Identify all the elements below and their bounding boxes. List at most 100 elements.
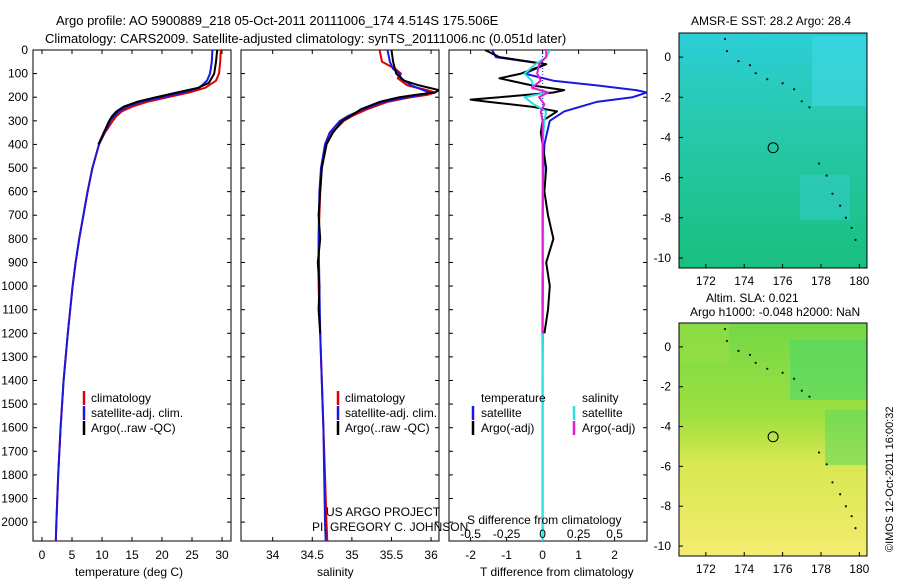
island-dot xyxy=(800,389,803,392)
legend-label-climatology: climatology xyxy=(345,391,405,405)
island-dot xyxy=(808,395,811,398)
lat-tick-label: -2 xyxy=(660,90,671,104)
s-tick-label: 0.5 xyxy=(606,527,623,541)
island-dot xyxy=(781,371,784,374)
sla-map-title-2: Argo h1000: -0.048 h2000: NaN xyxy=(690,305,860,319)
sla-map-title-1: Altim. SLA: 0.021 xyxy=(706,291,799,305)
depth-tick-label: 1500 xyxy=(1,397,28,411)
salinity-axis-ticks: 34 34.5 35 35.5 36 xyxy=(241,49,439,562)
depth-tick-label: 200 xyxy=(8,90,28,104)
x-tick-label: 25 xyxy=(185,548,199,562)
temperature-panel: 0 5 10 15 20 25 30 temperature (deg C) climato… xyxy=(32,49,232,579)
legend-label-satellite: satellite-adj. clim. xyxy=(91,406,183,420)
island-dot xyxy=(817,451,821,454)
legend-label-s-argo: Argo(-adj) xyxy=(582,421,635,435)
sla-map-frame xyxy=(678,322,868,557)
salinity-legend: climatology satellite-adj. clim. Argo(..… xyxy=(336,391,437,435)
island-dot xyxy=(748,64,752,67)
depth-tick-label: 1700 xyxy=(1,444,28,458)
x-tick-label: 2 xyxy=(611,548,618,562)
depth-tick-label: 1300 xyxy=(1,350,28,364)
legend-label-t-argo: Argo(-adj) xyxy=(481,421,534,435)
sst-warm-patch xyxy=(812,36,867,106)
island-dot xyxy=(793,377,796,380)
depth-tick-label: 0 xyxy=(21,43,28,57)
lat-tick-label: -8 xyxy=(660,211,671,225)
temperature-axis-label: temperature (deg C) xyxy=(75,565,183,579)
lon-tick-label: 180 xyxy=(849,274,869,288)
temperature-axes-frame xyxy=(32,49,232,542)
lon-tick-label: 174 xyxy=(734,274,754,288)
lon-tick-label: 178 xyxy=(811,562,831,576)
x-tick-label: 36 xyxy=(424,548,438,562)
island-dot xyxy=(725,339,729,343)
difference-axes-frame xyxy=(448,49,648,542)
island-dot xyxy=(817,162,821,165)
island-dot xyxy=(754,72,757,75)
salinity-panel: 34 34.5 35 35.5 36 salinity climatology sate… xyxy=(240,49,468,579)
island-dot xyxy=(854,527,857,530)
s-tick-label: -0.25 xyxy=(493,527,521,541)
depth-tick-label: 700 xyxy=(8,208,28,222)
difference-profile-lines xyxy=(469,50,647,541)
lon-tick-label: 180 xyxy=(849,562,869,576)
x-tick-label: 20 xyxy=(155,548,169,562)
credit-pi: PI: GREGORY C. JOHNSON xyxy=(312,520,468,534)
island-dot xyxy=(808,106,811,109)
sla-patch-e xyxy=(825,410,867,465)
legend-label-climatology: climatology xyxy=(91,391,151,405)
lat-tick-label: -6 xyxy=(660,171,671,185)
depth-tick-label: 1600 xyxy=(1,421,28,435)
x-tick-label: 1 xyxy=(575,548,582,562)
island-dot xyxy=(844,505,847,508)
sst-map-title: AMSR-E SST: 28.2 Argo: 28.4 xyxy=(691,14,851,28)
depth-tick-label: 1200 xyxy=(1,326,28,340)
island-dot xyxy=(850,515,853,518)
lon-tick-label: 176 xyxy=(773,274,793,288)
island-dot xyxy=(825,463,828,466)
difference-axis-ticks: -2 -1 0 1 2 xyxy=(449,49,647,562)
salinity-axis-label: salinity xyxy=(317,565,354,579)
lon-tick-label: 178 xyxy=(811,274,831,288)
x-tick-label: 30 xyxy=(215,548,229,562)
depth-tick-label: 1400 xyxy=(1,373,28,387)
island-dot xyxy=(850,226,853,229)
island-dot xyxy=(766,367,769,370)
legend-temperature-title: temperature xyxy=(481,391,546,405)
lat-tick-label: -8 xyxy=(660,499,671,513)
s-tick-label: -0.5 xyxy=(460,527,481,541)
sst-map-ticks: 172 174 176 178 180 0 -2 -4 -6 -8 -10 xyxy=(654,50,870,288)
x-tick-label: 0 xyxy=(539,548,546,562)
legend-label-satellite: satellite-adj. clim. xyxy=(345,406,437,420)
x-tick-label: 5 xyxy=(69,548,76,562)
island-dot xyxy=(723,37,727,41)
lat-tick-label: -10 xyxy=(654,251,672,265)
imos-timestamp: ©IMOS 12-Oct-2011 16:00:32 xyxy=(884,407,896,552)
island-dot xyxy=(800,100,803,103)
legend-label-argo: Argo(..raw -QC) xyxy=(91,421,176,435)
sst-patch-south xyxy=(800,175,850,220)
lon-tick-label: 172 xyxy=(696,274,716,288)
island-dot xyxy=(737,60,740,63)
island-dot xyxy=(725,49,729,53)
x-tick-label: -1 xyxy=(501,548,512,562)
legend-label-argo: Argo(..raw -QC) xyxy=(345,421,430,435)
island-dot xyxy=(844,216,847,219)
difference-panel: -2 -1 0 1 2 T difference from climatology S … xyxy=(448,49,648,579)
depth-tick-label: 100 xyxy=(8,67,28,81)
island-dot xyxy=(825,174,828,177)
legend-label-t-satellite: satellite xyxy=(481,406,522,420)
series-climatology xyxy=(54,50,222,541)
temperature-legend: climatology satellite-adj. clim. Argo(..… xyxy=(82,391,183,435)
island-dot xyxy=(831,192,834,195)
depth-tick-label: 2000 xyxy=(1,515,28,529)
island-dots xyxy=(723,37,857,241)
s-tick-label: 0.25 xyxy=(567,527,591,541)
difference-legend: temperature salinity satellite Argo(-adj… xyxy=(471,391,635,435)
depth-tick-label: 900 xyxy=(8,255,28,269)
argo-float-marker xyxy=(767,142,779,154)
depth-tick-label: 600 xyxy=(8,185,28,199)
depth-tick-label: 1900 xyxy=(1,492,28,506)
series-argo xyxy=(97,50,219,145)
